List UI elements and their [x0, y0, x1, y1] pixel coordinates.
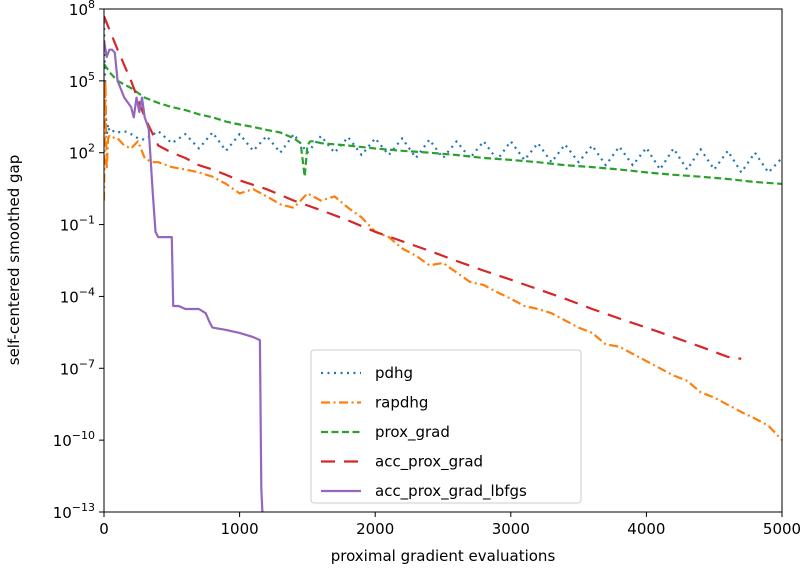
x-tick-label: 4000: [627, 520, 665, 538]
x-tick-label: 0: [99, 520, 109, 538]
x-axis-ticks: 0 1000 2000 3000 4000 5000: [99, 512, 801, 538]
y-tick-label: 10−1: [60, 214, 95, 235]
legend-label-acc-prox-grad: acc_prox_grad: [375, 453, 483, 472]
plot-frame: [103, 8, 783, 513]
x-tick-label: 2000: [356, 520, 394, 538]
legend-label-prox-grad: prox_grad: [375, 423, 450, 442]
legend: pdhg rapdhg prox_grad acc_prox_grad acc_prox…: [310, 349, 582, 504]
legend-label-pdhg: pdhg: [375, 364, 413, 382]
y-tick-label: 10−10: [53, 429, 95, 450]
series-line-prox-grad: [104, 63, 782, 185]
legend-box: [310, 349, 582, 504]
y-tick-label: 108: [69, 0, 95, 19]
x-tick-label: 5000: [763, 520, 801, 538]
y-axis-label: self-centered smoothed gap: [5, 155, 23, 365]
y-tick-label: 105: [69, 70, 95, 91]
series-line-rapdhg: [104, 79, 782, 441]
y-tick-label: 10−4: [60, 285, 95, 306]
x-tick-label: 1000: [221, 520, 259, 538]
series-line-pdhg: [104, 21, 782, 174]
y-tick-label: 10−7: [60, 357, 95, 378]
series-line-acc-prox-grad-lbfgs: [104, 40, 264, 512]
y-tick-label: 102: [69, 142, 95, 163]
series-layer: [104, 15, 782, 512]
y-axis-ticks: 108 105 102 10−1 10−4 10−7 10−10 10−13: [53, 0, 104, 522]
legend-label-rapdhg: rapdhg: [375, 394, 428, 412]
y-tick-label: 10−13: [53, 501, 95, 522]
x-tick-label: 3000: [492, 520, 530, 538]
x-axis-label: proximal gradient evaluations: [331, 547, 556, 565]
legend-label-acc-prox-grad-lbfgs: acc_prox_grad_lbfgs: [375, 482, 527, 501]
